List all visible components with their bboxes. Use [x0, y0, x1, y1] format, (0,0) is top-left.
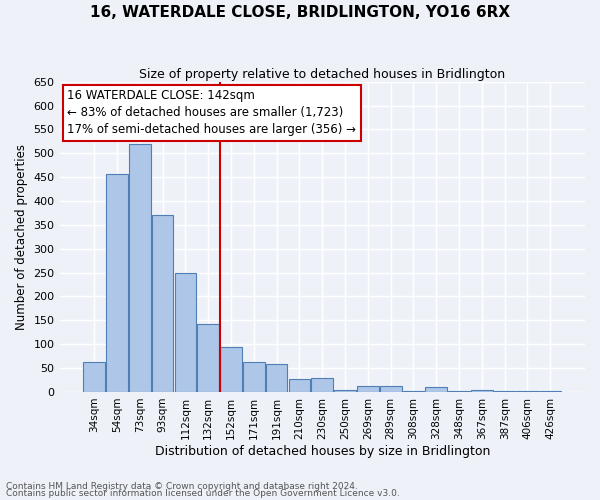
Bar	[539, 391, 561, 392]
Bar	[129, 144, 151, 392]
Bar	[266, 364, 287, 392]
Text: 16 WATERDALE CLOSE: 142sqm
← 83% of detached houses are smaller (1,723)
17% of s: 16 WATERDALE CLOSE: 142sqm ← 83% of deta…	[67, 90, 356, 136]
Bar	[517, 390, 538, 392]
Bar	[357, 386, 379, 392]
Text: Contains HM Land Registry data © Crown copyright and database right 2024.: Contains HM Land Registry data © Crown c…	[6, 482, 358, 491]
Bar	[106, 174, 128, 392]
Bar	[197, 324, 219, 392]
Bar	[334, 390, 356, 392]
Bar	[311, 378, 333, 392]
Bar	[471, 390, 493, 392]
Title: Size of property relative to detached houses in Bridlington: Size of property relative to detached ho…	[139, 68, 505, 80]
Bar	[289, 379, 310, 392]
Bar	[220, 346, 242, 392]
Bar	[494, 390, 515, 392]
Bar	[83, 362, 105, 392]
Bar	[448, 390, 470, 392]
Bar	[175, 272, 196, 392]
Bar	[243, 362, 265, 392]
X-axis label: Distribution of detached houses by size in Bridlington: Distribution of detached houses by size …	[155, 444, 490, 458]
Y-axis label: Number of detached properties: Number of detached properties	[15, 144, 28, 330]
Text: Contains public sector information licensed under the Open Government Licence v3: Contains public sector information licen…	[6, 489, 400, 498]
Bar	[380, 386, 401, 392]
Bar	[403, 390, 424, 392]
Bar	[425, 387, 447, 392]
Text: 16, WATERDALE CLOSE, BRIDLINGTON, YO16 6RX: 16, WATERDALE CLOSE, BRIDLINGTON, YO16 6…	[90, 5, 510, 20]
Bar	[152, 215, 173, 392]
